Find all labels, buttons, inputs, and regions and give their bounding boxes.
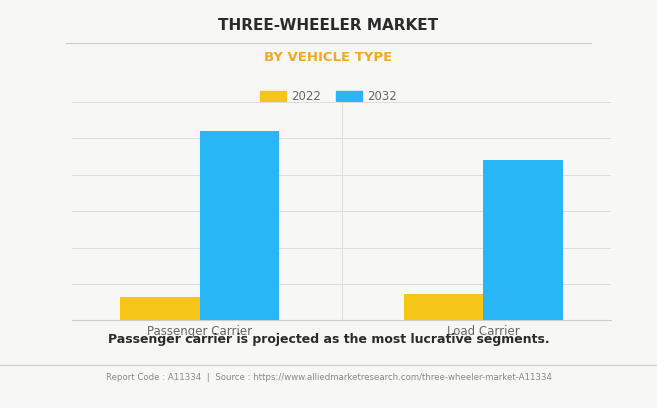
Bar <box>404 294 484 320</box>
Text: Report Code : A11334  |  Source : https://www.alliedmarketresearch.com/three-whe: Report Code : A11334 | Source : https://… <box>106 373 551 382</box>
Bar <box>120 297 200 320</box>
Legend: 2022, 2032: 2022, 2032 <box>255 85 402 108</box>
Text: THREE-WHEELER MARKET: THREE-WHEELER MARKET <box>218 18 439 33</box>
Bar <box>200 131 279 320</box>
Text: BY VEHICLE TYPE: BY VEHICLE TYPE <box>264 51 393 64</box>
Bar <box>484 160 563 320</box>
Text: Passenger carrier is projected as the most lucrative segments.: Passenger carrier is projected as the mo… <box>108 333 549 346</box>
